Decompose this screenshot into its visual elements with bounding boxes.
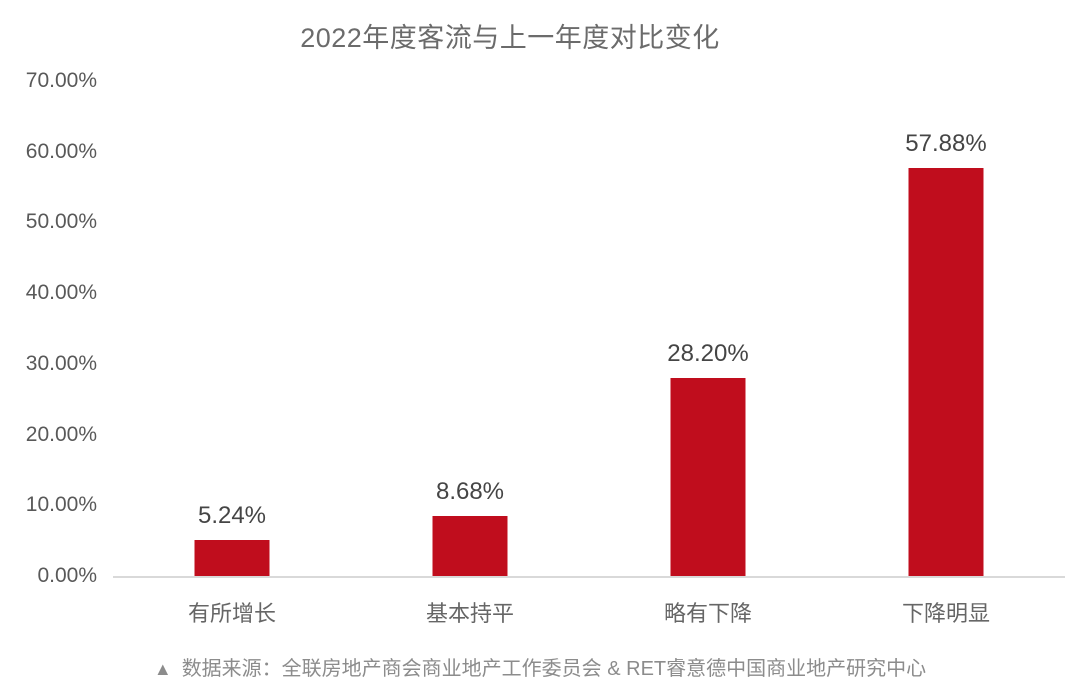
- y-tick-label: 70.00%: [25, 69, 97, 92]
- category-label: 基本持平: [425, 601, 514, 626]
- chart-title: 2022年度客流与上一年度对比变化: [300, 23, 720, 53]
- bar-slot: 5.24% 有所增长: [113, 0, 351, 695]
- data-source-note: ▲ 数据来源：全联房地产商会商业地产工作委员会 & RET睿意德中国商业地产研究中…: [0, 652, 1080, 681]
- bar-slot: 28.20% 略有下降: [589, 0, 827, 695]
- triangle-marker-icon: ▲: [153, 659, 172, 679]
- y-tick-label: 10.00%: [25, 493, 97, 517]
- y-tick-label: 0.00%: [37, 564, 97, 587]
- category-label: 略有下降: [663, 601, 752, 626]
- bar-value-label: 8.68%: [435, 477, 505, 505]
- y-tick-label: 20.00%: [25, 422, 97, 446]
- bar-slot: 8.68% 基本持平: [351, 0, 589, 695]
- bar-value-label: 28.20%: [667, 339, 749, 367]
- bar-value-label: 57.88%: [905, 129, 987, 157]
- y-tick-label: 60.00%: [25, 139, 97, 163]
- x-axis-line: [113, 576, 1065, 578]
- bar: [908, 167, 984, 577]
- bar: [432, 515, 508, 577]
- y-tick-label: 40.00%: [25, 281, 97, 305]
- bar: [194, 539, 270, 577]
- y-tick-label: 30.00%: [25, 351, 97, 375]
- data-source-text: 数据来源：全联房地产商会商业地产工作委员会 & RET睿意德中国商业地产研究中心: [181, 658, 927, 680]
- bar: [670, 377, 746, 577]
- y-tick-label: 50.00%: [25, 210, 97, 234]
- bar-slot: 57.88% 下降明显: [827, 0, 1065, 695]
- bar-value-label: 5.24%: [197, 501, 267, 529]
- category-label: 下降明显: [901, 601, 990, 626]
- category-label: 有所增长: [187, 601, 276, 626]
